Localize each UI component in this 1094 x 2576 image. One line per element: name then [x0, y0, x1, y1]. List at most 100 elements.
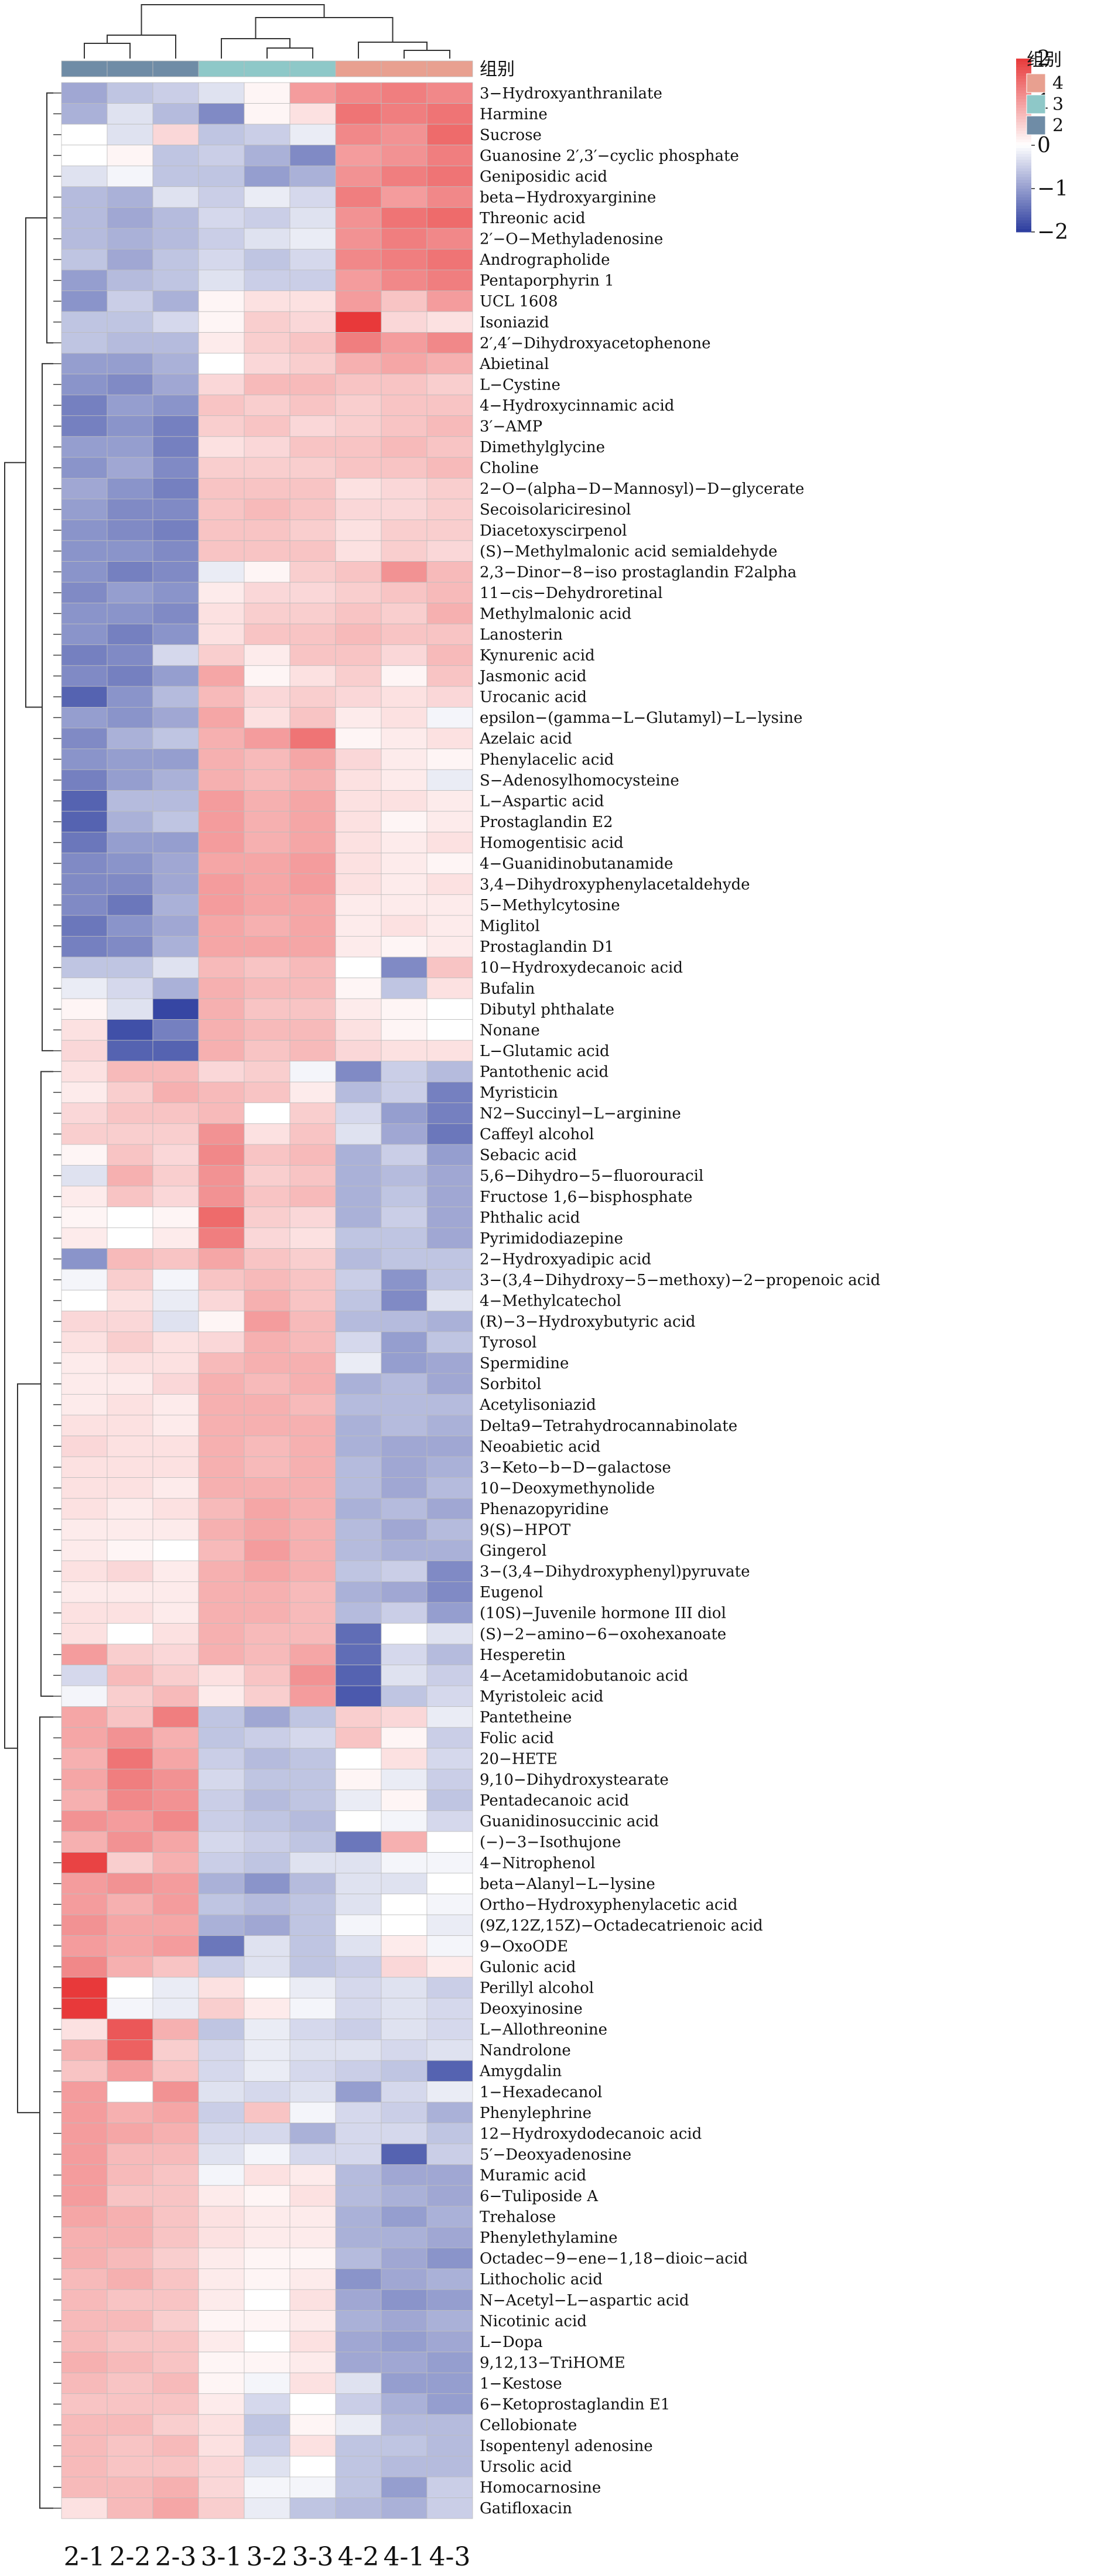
color-scale-segment: [1016, 174, 1031, 177]
heatmap-cell: [244, 561, 290, 583]
heatmap-cell: [107, 1560, 153, 1582]
heatmap-cell: [426, 311, 473, 333]
heatmap-cell: [289, 749, 336, 770]
heatmap-cell: [335, 1415, 382, 1436]
heatmap-cell: [335, 2102, 382, 2124]
heatmap-cell: [152, 2226, 199, 2249]
heatmap-cell: [381, 1081, 428, 1103]
heatmap-cell: [61, 228, 108, 250]
heatmap-cell: [198, 207, 245, 229]
heatmap-cell: [107, 1810, 153, 1832]
heatmap-cell: [152, 769, 199, 791]
heatmap-cell: [244, 1019, 290, 1041]
heatmap-cell: [335, 1185, 382, 1207]
row-label: Sebacic acid: [480, 1147, 577, 1164]
heatmap-cell: [61, 1123, 108, 1145]
heatmap-cell: [61, 1456, 108, 1478]
heatmap-cell: [289, 269, 336, 291]
heatmap-cell: [198, 623, 245, 645]
heatmap-cell: [198, 1665, 245, 1686]
heatmap-cell: [152, 749, 199, 770]
heatmap-cell: [107, 852, 153, 874]
heatmap-cell: [152, 1665, 199, 1686]
heatmap-cell: [381, 353, 428, 375]
heatmap-cell: [335, 1685, 382, 1707]
heatmap-cell: [289, 477, 336, 500]
heatmap-cell: [198, 2435, 245, 2457]
heatmap-cell: [107, 2435, 153, 2457]
row-label: 4−Hydroxycinnamic acid: [480, 397, 674, 415]
heatmap-cell: [244, 145, 290, 166]
color-scale-segment: [1016, 220, 1031, 224]
heatmap-cell: [426, 1977, 473, 1998]
heatmap-cell: [107, 561, 153, 583]
heatmap-cell: [381, 2476, 428, 2498]
heatmap-cell: [198, 936, 245, 958]
heatmap-cell: [198, 1456, 245, 1478]
heatmap-cell: [152, 103, 199, 125]
heatmap-cell: [61, 1352, 108, 1374]
heatmap-cell: [107, 124, 153, 146]
heatmap-cell: [381, 1789, 428, 1811]
dendrogram-link: [404, 50, 450, 59]
heatmap-cell: [244, 998, 290, 1020]
heatmap-cell: [61, 2060, 108, 2082]
heatmap-cell: [107, 2476, 153, 2498]
heatmap-cell: [381, 1560, 428, 1582]
row-label: Prostaglandin D1: [480, 938, 614, 956]
heatmap-cell: [198, 228, 245, 250]
color-scale-segment: [1016, 59, 1031, 62]
heatmap-cell: [244, 1956, 290, 1978]
heatmap-cell: [289, 311, 336, 333]
heatmap-cell: [198, 1956, 245, 1978]
heatmap-cell: [152, 1415, 199, 1436]
group-annotation-cell: [198, 60, 245, 77]
heatmap-cell: [426, 1685, 473, 1707]
color-scale-segment: [1016, 73, 1031, 77]
heatmap-cell: [381, 2331, 428, 2353]
heatmap-cell: [152, 374, 199, 395]
heatmap-cell: [198, 353, 245, 375]
heatmap-cell: [289, 353, 336, 375]
heatmap-cell: [426, 1706, 473, 1728]
heatmap-cell: [198, 1894, 245, 1915]
heatmap-cell: [107, 145, 153, 166]
heatmap-cell: [244, 2164, 290, 2186]
color-scale-segment: [1016, 156, 1031, 160]
heatmap-cell: [198, 1727, 245, 1749]
heatmap-cell: [426, 1290, 473, 1311]
column-label: 2-2: [110, 2542, 151, 2572]
heatmap-cell: [426, 2081, 473, 2103]
heatmap-cell: [381, 1310, 428, 1333]
column-label: 4-3: [429, 2542, 471, 2572]
heatmap-cell: [107, 2289, 153, 2311]
heatmap-cell: [152, 603, 199, 624]
color-scale-segment: [1016, 217, 1031, 221]
color-scale-segment: [1016, 67, 1031, 71]
column-label: 3-1: [201, 2542, 242, 2572]
heatmap-cell: [335, 228, 382, 250]
heatmap-cell: [244, 1706, 290, 1728]
heatmap-cell: [152, 894, 199, 916]
row-label: L−Glutamic acid: [480, 1043, 610, 1060]
heatmap-cell: [289, 1269, 336, 1291]
row-label: Homogentisic acid: [480, 834, 624, 852]
heatmap-cell: [381, 1394, 428, 1416]
heatmap-cell: [426, 2226, 473, 2249]
heatmap-cell: [107, 1456, 153, 1478]
heatmap-cell: [61, 1956, 108, 1978]
heatmap-cell: [381, 2289, 428, 2311]
heatmap-cell: [152, 2206, 199, 2227]
heatmap-cell: [335, 394, 382, 416]
row-label: Isopentenyl adenosine: [480, 2438, 653, 2455]
heatmap-cell: [152, 248, 199, 271]
heatmap-cell: [381, 228, 428, 250]
color-scale-segment: [1016, 136, 1031, 140]
heatmap-cell: [244, 1290, 290, 1311]
heatmap-cell: [426, 498, 473, 520]
heatmap-cell: [335, 269, 382, 291]
color-scale-segment: [1016, 168, 1031, 172]
heatmap-cell: [381, 103, 428, 125]
heatmap-cell: [335, 769, 382, 791]
heatmap-cell: [381, 749, 428, 770]
